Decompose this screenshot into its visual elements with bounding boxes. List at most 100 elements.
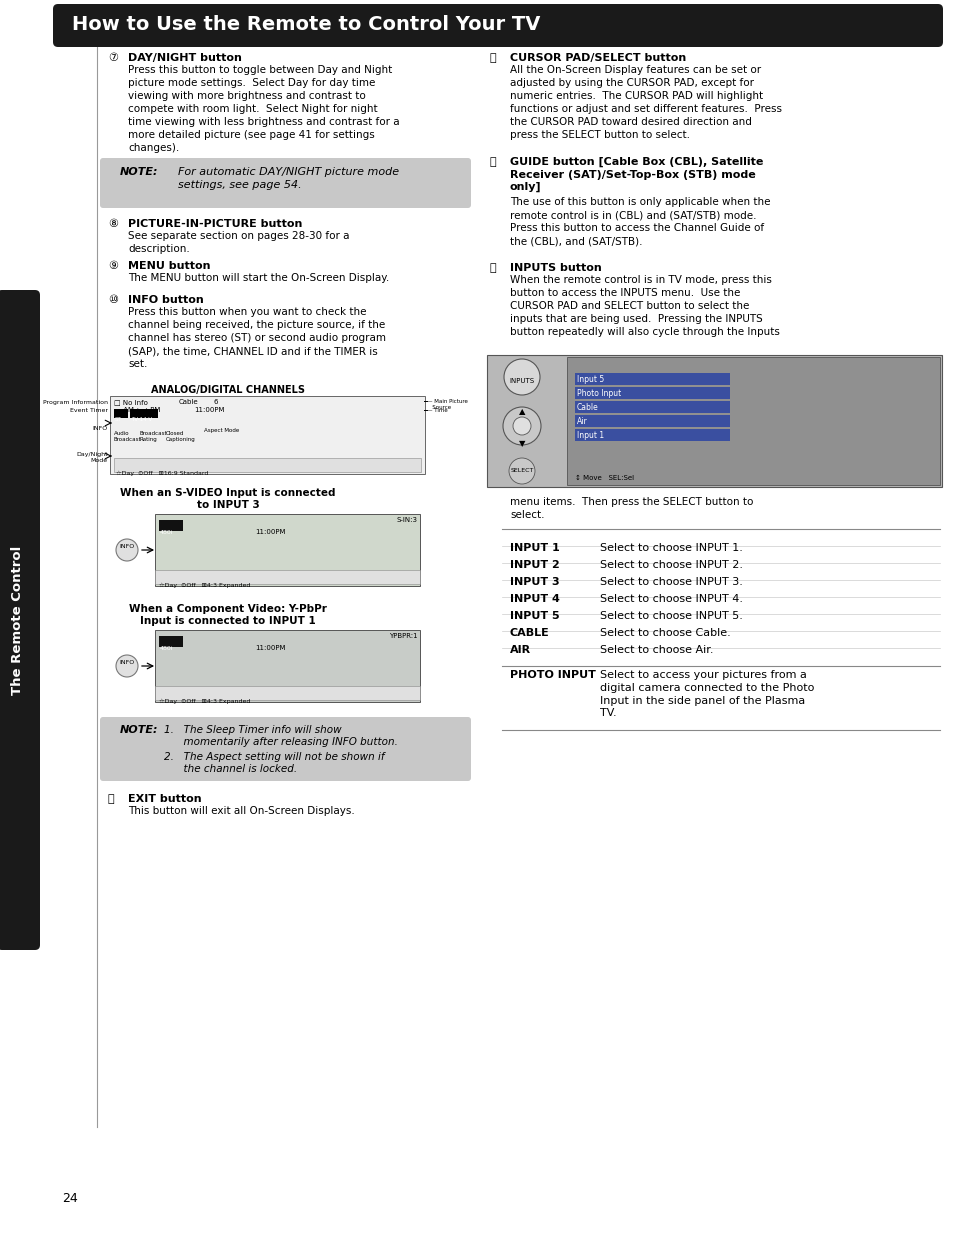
- Text: ▲: ▲: [518, 408, 525, 416]
- Circle shape: [116, 655, 138, 677]
- Text: Audio
Broadcast: Audio Broadcast: [113, 431, 141, 442]
- Text: 480i: 480i: [160, 646, 173, 651]
- Text: The use of this button is only applicable when the
remote control is in (CBL) an: The use of this button is only applicabl…: [510, 198, 770, 246]
- Text: 11:00PM: 11:00PM: [254, 529, 285, 535]
- Circle shape: [513, 417, 531, 435]
- Bar: [575, 415, 729, 427]
- Text: INFO: INFO: [119, 543, 134, 550]
- Text: — Time: — Time: [427, 408, 447, 412]
- Text: ⑪: ⑪: [108, 794, 114, 804]
- Text: 11:00PM: 11:00PM: [254, 645, 285, 651]
- Text: Select to choose INPUT 4.: Select to choose INPUT 4.: [599, 594, 742, 604]
- Text: MENU button: MENU button: [128, 261, 211, 270]
- Text: 24: 24: [62, 1192, 77, 1205]
- Text: ⑭: ⑭: [490, 263, 497, 273]
- Text: Day/Night
Mode: Day/Night Mode: [76, 452, 108, 463]
- Text: INPUT 5: INPUT 5: [510, 611, 559, 621]
- Text: For automatic DAY/NIGHT picture mode
settings, see page 54.: For automatic DAY/NIGHT picture mode set…: [178, 167, 398, 190]
- Text: INPUT 1: INPUT 1: [510, 543, 559, 553]
- Bar: [575, 373, 729, 385]
- Bar: [159, 636, 183, 647]
- Bar: [486, 354, 941, 487]
- Text: ANALOG/DIGITAL CHANNELS: ANALOG/DIGITAL CHANNELS: [151, 385, 305, 395]
- Text: All the On-Screen Display features can be set or
adjusted by using the CURSOR PA: All the On-Screen Display features can b…: [510, 65, 781, 141]
- Text: 480i: 480i: [160, 530, 173, 535]
- Text: Closed
Captioning: Closed Captioning: [166, 431, 195, 442]
- Text: When the remote control is in TV mode, press this
button to access the INPUTS me: When the remote control is in TV mode, p…: [510, 275, 779, 337]
- Text: ⑧: ⑧: [108, 219, 118, 228]
- Circle shape: [116, 538, 138, 561]
- Text: Aspect Mode: Aspect Mode: [204, 429, 239, 433]
- Bar: [154, 571, 419, 584]
- Text: ▼: ▼: [518, 438, 525, 448]
- Text: ☆Day  ⊙Off   ⊞4:3 Expanded: ☆Day ⊙Off ⊞4:3 Expanded: [159, 582, 250, 588]
- Text: ST: ST: [115, 417, 122, 422]
- Text: SELECT: SELECT: [510, 468, 533, 473]
- Bar: [113, 458, 420, 472]
- Text: Select to choose Air.: Select to choose Air.: [599, 645, 713, 655]
- Bar: [159, 520, 183, 531]
- FancyBboxPatch shape: [100, 158, 471, 207]
- Bar: [154, 630, 419, 701]
- Bar: [575, 401, 729, 412]
- Text: Program Information: Program Information: [43, 400, 108, 405]
- Text: EXIT button: EXIT button: [128, 794, 201, 804]
- Text: Select to choose INPUT 3.: Select to choose INPUT 3.: [599, 577, 742, 587]
- Text: ☆Day  ⊙Off   ⊞16:9 Standard: ☆Day ⊙Off ⊞16:9 Standard: [116, 471, 208, 475]
- Circle shape: [503, 359, 539, 395]
- Text: GUIDE button [Cable Box (CBL), Satellite
Receiver (SAT)/Set-Top-Box (STB) mode
o: GUIDE button [Cable Box (CBL), Satellite…: [510, 157, 762, 193]
- Text: See separate section on pages 28-30 for a
description.: See separate section on pages 28-30 for …: [128, 231, 349, 254]
- Text: Select to choose Cable.: Select to choose Cable.: [599, 629, 730, 638]
- Text: INPUT 2: INPUT 2: [510, 559, 559, 571]
- Text: □ No Info: □ No Info: [113, 399, 148, 405]
- Text: AIR: AIR: [510, 645, 531, 655]
- FancyBboxPatch shape: [53, 4, 942, 47]
- Text: CABLE: CABLE: [510, 629, 549, 638]
- Text: momentarily after releasing INFO button.: momentarily after releasing INFO button.: [164, 737, 397, 747]
- Text: When a Component Video: Y-PbPr
Input is connected to INPUT 1: When a Component Video: Y-PbPr Input is …: [129, 604, 327, 626]
- Text: 6: 6: [213, 399, 218, 405]
- Text: ⑦: ⑦: [108, 53, 118, 63]
- Text: How to Use the Remote to Control Your TV: How to Use the Remote to Control Your TV: [71, 16, 539, 35]
- Text: Select to choose INPUT 2.: Select to choose INPUT 2.: [599, 559, 742, 571]
- Text: Air: Air: [577, 416, 587, 426]
- Text: YPBPR:1: YPBPR:1: [389, 634, 417, 638]
- Bar: [154, 514, 419, 585]
- Text: ⑬: ⑬: [490, 157, 497, 167]
- Text: INPUTS button: INPUTS button: [510, 263, 601, 273]
- Text: ⑫: ⑫: [490, 53, 497, 63]
- Text: 1.   The Sleep Timer info will show: 1. The Sleep Timer info will show: [164, 725, 341, 735]
- Text: DAY/NIGHT button: DAY/NIGHT button: [128, 53, 242, 63]
- Text: Event Timer: Event Timer: [70, 408, 108, 412]
- Text: Cable: Cable: [179, 399, 198, 405]
- Text: Input 5: Input 5: [577, 374, 603, 384]
- Text: Select to choose INPUT 1.: Select to choose INPUT 1.: [599, 543, 742, 553]
- Circle shape: [509, 458, 535, 484]
- Text: 11:00PM: 11:00PM: [193, 408, 224, 412]
- Text: — Main Picture
   Source: — Main Picture Source: [427, 399, 467, 410]
- Text: Cable: Cable: [577, 403, 598, 411]
- FancyBboxPatch shape: [0, 290, 40, 950]
- Bar: [113, 409, 128, 417]
- Text: — AM ←→ PM: — AM ←→ PM: [113, 408, 160, 412]
- Bar: [575, 387, 729, 399]
- Text: Press this button when you want to check the
channel being received, the picture: Press this button when you want to check…: [128, 308, 386, 369]
- Text: Photo Input: Photo Input: [577, 389, 620, 398]
- Text: INPUT 3: INPUT 3: [510, 577, 559, 587]
- Text: menu items.  Then press the SELECT button to
select.: menu items. Then press the SELECT button…: [510, 496, 753, 520]
- Text: Input 1: Input 1: [577, 431, 603, 440]
- Text: ⑨: ⑨: [108, 261, 118, 270]
- Text: ☆Day  ⊙Off   ⊞4:3 Expanded: ☆Day ⊙Off ⊞4:3 Expanded: [159, 698, 250, 704]
- Bar: [110, 396, 424, 474]
- Bar: [566, 357, 939, 485]
- Text: The MENU button will start the On-Screen Display.: The MENU button will start the On-Screen…: [128, 273, 389, 283]
- Text: ↕ Move   SEL:Sel: ↕ Move SEL:Sel: [575, 475, 634, 480]
- Text: INFO: INFO: [92, 426, 108, 431]
- Text: PICTURE-IN-PICTURE button: PICTURE-IN-PICTURE button: [128, 219, 302, 228]
- Text: The Remote Control: The Remote Control: [11, 546, 25, 694]
- Text: NOTE:: NOTE:: [120, 167, 158, 177]
- Circle shape: [502, 408, 540, 445]
- Bar: [575, 429, 729, 441]
- Text: This button will exit all On-Screen Displays.: This button will exit all On-Screen Disp…: [128, 806, 355, 816]
- Text: INFO button: INFO button: [128, 295, 204, 305]
